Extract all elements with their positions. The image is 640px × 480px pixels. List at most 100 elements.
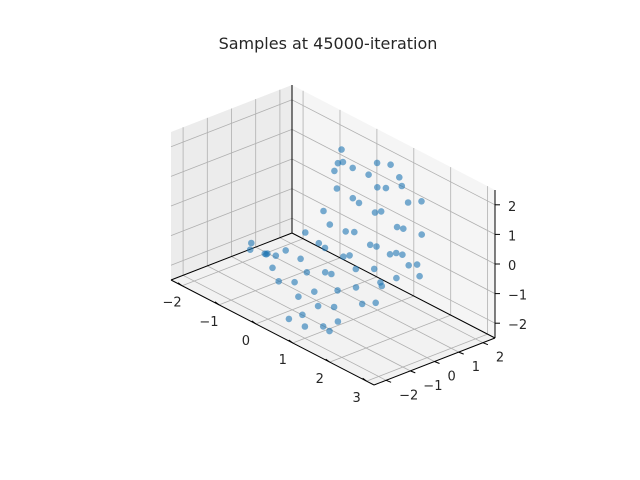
data-point — [392, 249, 400, 257]
data-point — [366, 241, 374, 249]
data-point — [339, 158, 347, 166]
z-tick-label: 0 — [508, 259, 516, 274]
grid-line-z-back — [291, 217, 496, 324]
data-point — [246, 246, 254, 253]
data-point — [358, 300, 366, 308]
z-tick-label: 1 — [508, 229, 516, 244]
data-point — [302, 229, 309, 236]
data-point — [334, 159, 342, 167]
data-point — [377, 208, 385, 215]
y-tick-label: 2 — [496, 351, 504, 366]
data-point — [349, 194, 357, 202]
x-tick-mark — [251, 320, 257, 325]
data-point — [352, 284, 360, 291]
data-point — [338, 146, 345, 153]
data-point — [340, 253, 347, 260]
z-tick-label: −2 — [508, 318, 527, 333]
grid-line-z-side — [170, 188, 293, 236]
data-point — [349, 164, 357, 172]
data-point — [314, 302, 322, 310]
grid-line-z-back — [291, 158, 496, 265]
data-point — [418, 198, 425, 205]
data-point — [269, 264, 276, 272]
data-point — [393, 274, 400, 282]
grid-line-y-floor — [182, 274, 387, 381]
data-point — [371, 209, 379, 216]
data-point — [372, 299, 380, 307]
data-point — [393, 223, 401, 231]
data-point — [351, 228, 358, 236]
data-point — [320, 207, 327, 215]
grid-line-z-side — [170, 99, 293, 148]
data-point — [299, 311, 306, 319]
grid-line-z-back — [291, 129, 496, 235]
data-point — [416, 272, 423, 280]
data-point — [291, 278, 298, 286]
data-point — [387, 161, 394, 168]
data-point — [404, 199, 412, 206]
data-point — [396, 174, 403, 181]
x-tick-label: 2 — [316, 372, 324, 387]
data-point — [295, 293, 302, 301]
pane-edge — [170, 232, 293, 281]
data-point — [275, 278, 283, 285]
grid-line-y-floor — [255, 246, 459, 353]
data-point — [398, 182, 406, 190]
x-tick-label: −2 — [162, 296, 181, 311]
y-tick-mark — [458, 351, 464, 355]
data-point — [331, 167, 338, 175]
data-point — [319, 323, 327, 330]
data-point — [297, 255, 304, 263]
y-tick-mark — [410, 370, 416, 374]
z-tick-label: 2 — [508, 200, 516, 215]
data-point — [315, 239, 323, 247]
data-point — [374, 184, 381, 191]
data-point — [365, 171, 372, 178]
data-point — [282, 247, 290, 254]
grid-line-z-back — [291, 188, 496, 294]
data-point — [328, 270, 335, 278]
x-tick-label: 0 — [242, 334, 250, 349]
grid-line-z-side — [170, 129, 293, 177]
data-point — [321, 244, 329, 252]
data-point — [418, 231, 426, 238]
data-point — [386, 251, 394, 258]
x-tick-mark — [362, 377, 367, 382]
data-point — [405, 262, 413, 269]
grid-line-z-side — [170, 158, 293, 207]
grid-line-y-floor — [207, 265, 411, 372]
data-point — [413, 261, 421, 268]
data-point — [311, 288, 318, 296]
data-point — [373, 243, 380, 250]
x-tick-label: −1 — [199, 315, 218, 330]
data-point — [378, 282, 386, 290]
y-tick-label: 0 — [448, 370, 456, 385]
tick-marks: −2 −1 0 1 2 3 −2 −1 0 1 2 −2 −1 0 1 2 — [162, 200, 527, 406]
data-point — [301, 323, 309, 330]
data-point — [399, 251, 406, 258]
data-point — [330, 303, 338, 311]
data-point — [346, 252, 353, 259]
y-tick-label: 1 — [472, 360, 480, 375]
y-tick-mark — [482, 342, 489, 346]
data-point — [373, 159, 381, 167]
data-point — [326, 327, 333, 335]
data-point — [272, 252, 280, 259]
z-tick-label: −1 — [508, 289, 527, 304]
data-point — [334, 318, 342, 325]
axis-panes — [171, 85, 495, 385]
data-point — [303, 269, 311, 276]
x-axis-line — [170, 279, 375, 386]
grid-line-z-side — [170, 217, 293, 266]
data-point — [285, 315, 293, 323]
data-point — [333, 185, 341, 192]
data-point — [334, 287, 341, 294]
data-point — [382, 184, 390, 192]
data-point — [355, 199, 363, 207]
data-point — [326, 221, 334, 228]
y-tick-label: −1 — [423, 379, 442, 394]
data-point — [352, 265, 360, 273]
data-point — [321, 269, 329, 276]
data-points — [246, 146, 426, 335]
